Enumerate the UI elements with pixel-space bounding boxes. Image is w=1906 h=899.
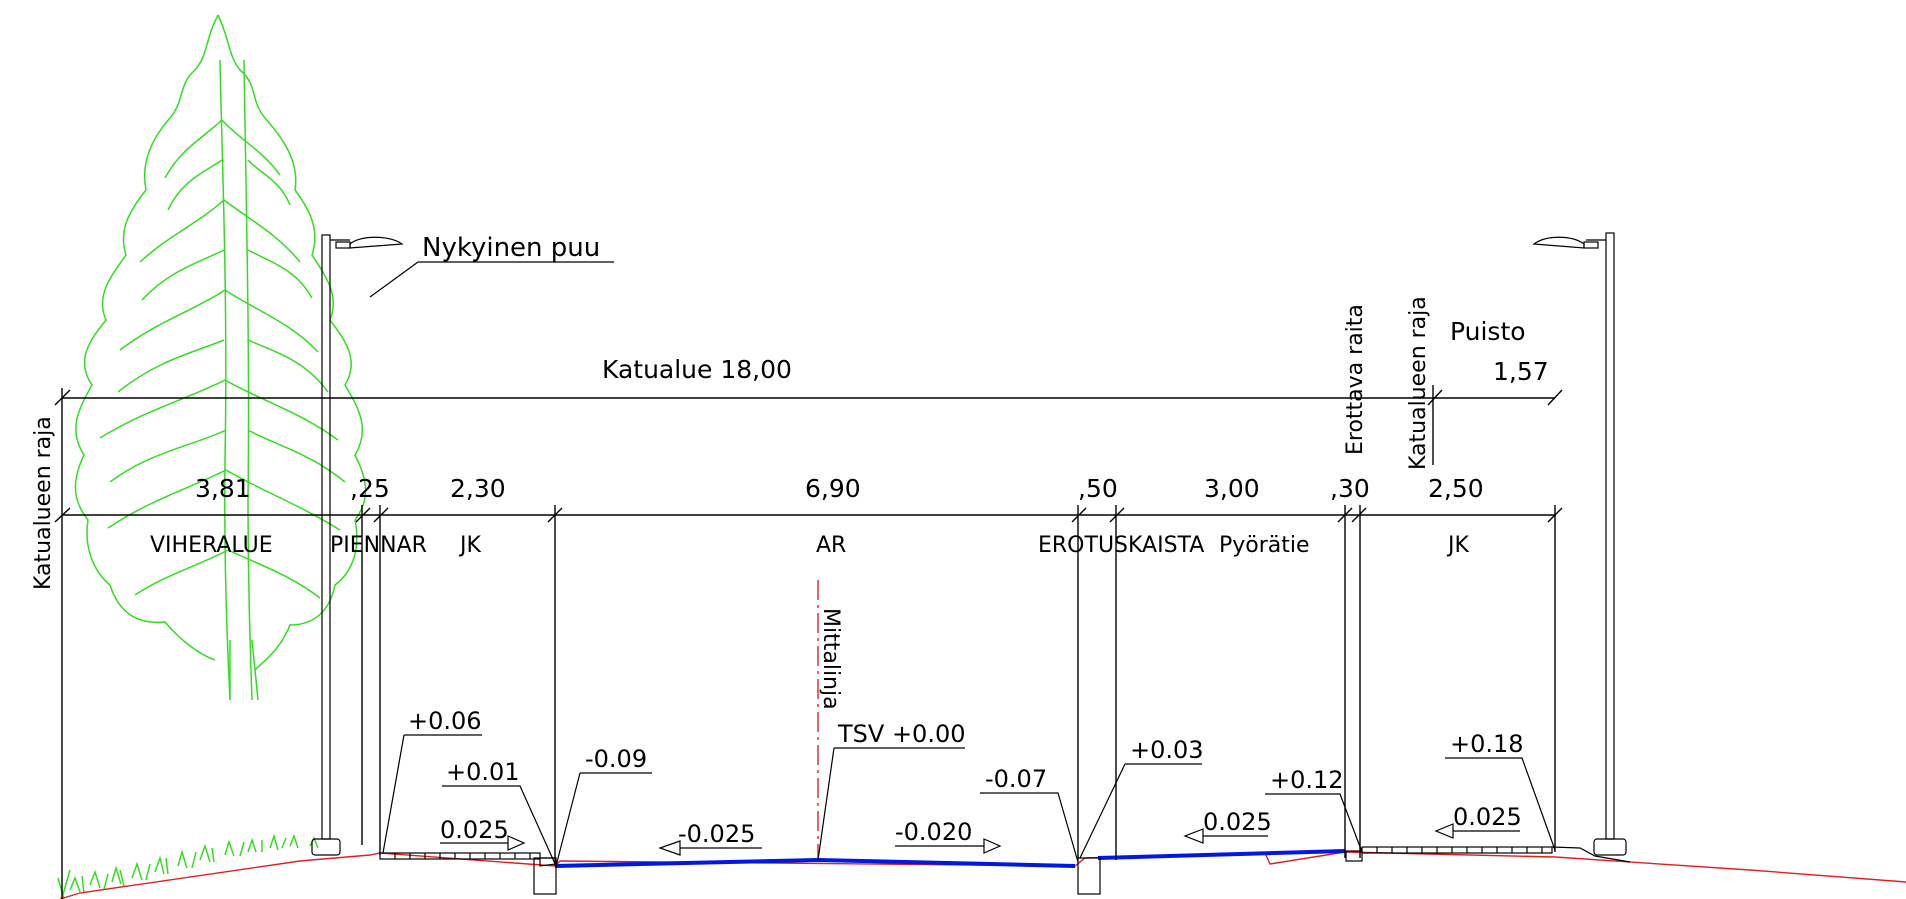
curb-middle (1077, 857, 1101, 895)
section-width-erotuskaista: ,50 (1078, 474, 1118, 503)
paved-bikeway-surface (1097, 849, 1346, 860)
section-width-piennar: ,25 (350, 474, 390, 503)
section-width-ar: 6,90 (805, 474, 861, 503)
park-label: Puisto (1450, 317, 1526, 346)
section-width-jk-left: 2,30 (450, 474, 506, 503)
park-width-label: 1,57 (1493, 357, 1549, 386)
section-name-viheralue: VIHERALUE (150, 533, 273, 558)
tree-icon (74, 14, 367, 701)
ground-line (59, 851, 1906, 899)
grass-icon (57, 833, 319, 899)
section-width-erottava-raita: ,30 (1330, 474, 1370, 503)
slope-indicators: 0.025 -0.025 -0.020 0.025 0.025 (440, 803, 1522, 856)
slope-s3: -0.020 (895, 818, 972, 846)
boundary-right-label: Katualueen raja (1406, 296, 1431, 470)
section-name-piennar: PIENNAR (330, 533, 427, 558)
elevation-e8: +0.18 (1450, 730, 1524, 758)
elevation-e2: +0.01 (446, 758, 520, 786)
street-area-label: Katualue 18,00 (602, 355, 792, 384)
elevation-callouts: +0.06 +0.01 -0.09 TSV +0.00 -0.07 +0.03 … (382, 707, 1556, 867)
street-light-left-icon (311, 234, 404, 856)
elevation-e3: -0.09 (585, 745, 647, 773)
slope-s2: -0.025 (678, 820, 755, 848)
elevation-e5: -0.07 (985, 765, 1047, 793)
street-area-dimension: Katualue 18,00 1,57 Puisto (54, 317, 1563, 899)
boundary-left-label: Katualueen raja (31, 416, 56, 590)
section-width-jk-right: 2,50 (1428, 474, 1484, 503)
section-name-ar: AR (816, 533, 846, 558)
section-name-pyoratie: Pyörätie (1219, 533, 1310, 558)
section-width-viheralue: 3,81 (195, 474, 251, 503)
section-name-jk-right: JK (1446, 533, 1469, 558)
slope-s4: 0.025 (1203, 808, 1272, 836)
curb-right-small (1345, 850, 1363, 862)
separating-strip-label: Erottava raita (1343, 304, 1368, 455)
curb-left (533, 857, 557, 895)
section-name-erotuskaista: EROTUSKAISTA (1038, 533, 1204, 558)
elevation-e6: +0.03 (1130, 736, 1204, 764)
section-dimension-line (54, 385, 1563, 866)
tree-label: Nykyinen puu (422, 233, 600, 263)
elevation-e7: +0.12 (1270, 766, 1344, 794)
section-width-pyoratie: 3,00 (1204, 474, 1260, 503)
sidewalk-right (1361, 846, 1631, 863)
slope-s5: 0.025 (1453, 803, 1522, 831)
elevation-e4: TSV +0.00 (837, 720, 966, 748)
sidewalk-left (379, 852, 541, 860)
measure-line: Mittalinja (817, 580, 843, 860)
slope-s1: 0.025 (440, 816, 509, 844)
street-light-right-icon (1532, 232, 1627, 856)
measure-line-label: Mittalinja (818, 608, 843, 710)
section-name-jk-left: JK (458, 533, 481, 558)
elevation-e1: +0.06 (408, 707, 482, 735)
